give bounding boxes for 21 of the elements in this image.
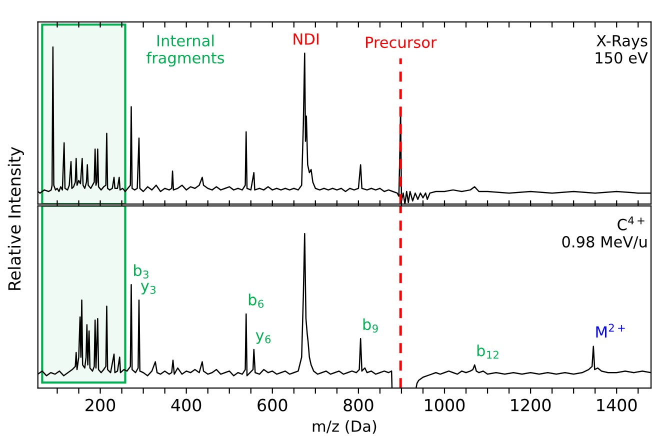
x-tick-label: 400 (171, 398, 202, 412)
y-axis-title: Relative Intensity (8, 146, 24, 290)
x-axis-title: m/z (Da) (312, 420, 376, 434)
annotation: C$^{4+}$ 0.98 MeV/u (562, 216, 647, 249)
ref-line-label: Precursor (366, 36, 437, 48)
annotation: b$_{9}$ (363, 318, 378, 333)
x-tick-label: 1400 (597, 398, 637, 412)
annotation: b$_{12}$ (477, 344, 498, 359)
x-tick-label: 1200 (511, 398, 551, 412)
annotation: NDI (294, 33, 318, 45)
annotation: X-Rays 150 eV (596, 35, 648, 64)
x-tick-label: 600 (258, 398, 288, 412)
annotation: b$_{6}$ (248, 294, 264, 308)
annotation: b$_{3}$ (134, 264, 148, 279)
x-tick-label: 800 (344, 398, 374, 412)
annotation: y$_{3}$ (140, 282, 156, 294)
x-tick-label: 1000 (425, 398, 465, 412)
band-label: Internal fragments (146, 34, 224, 67)
annotation: M$^{2+}$ (596, 324, 625, 338)
x-tick-label: 200 (86, 398, 116, 412)
annotation: y$_{6}$ (256, 332, 271, 344)
